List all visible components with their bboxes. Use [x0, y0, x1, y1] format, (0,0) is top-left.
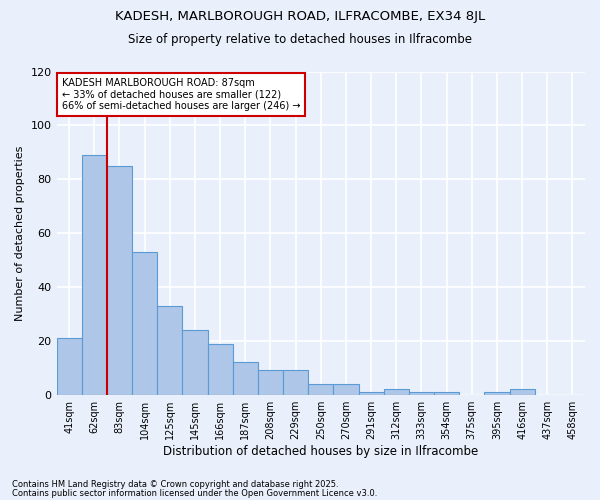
Bar — [283, 370, 308, 394]
Bar — [334, 384, 359, 394]
Bar — [383, 390, 409, 394]
Bar — [208, 344, 233, 394]
Text: KADESH, MARLBOROUGH ROAD, ILFRACOMBE, EX34 8JL: KADESH, MARLBOROUGH ROAD, ILFRACOMBE, EX… — [115, 10, 485, 23]
Text: Contains HM Land Registry data © Crown copyright and database right 2025.: Contains HM Land Registry data © Crown c… — [12, 480, 338, 489]
X-axis label: Distribution of detached houses by size in Ilfracombe: Distribution of detached houses by size … — [163, 444, 478, 458]
Bar — [82, 155, 107, 394]
Bar — [107, 166, 132, 394]
Bar — [484, 392, 509, 394]
Text: KADESH MARLBOROUGH ROAD: 87sqm
← 33% of detached houses are smaller (122)
66% of: KADESH MARLBOROUGH ROAD: 87sqm ← 33% of … — [62, 78, 301, 111]
Bar — [359, 392, 383, 394]
Bar — [308, 384, 334, 394]
Bar — [56, 338, 82, 394]
Bar — [233, 362, 258, 394]
Bar — [434, 392, 459, 394]
Bar — [157, 306, 182, 394]
Text: Contains public sector information licensed under the Open Government Licence v3: Contains public sector information licen… — [12, 488, 377, 498]
Text: Size of property relative to detached houses in Ilfracombe: Size of property relative to detached ho… — [128, 32, 472, 46]
Bar — [509, 390, 535, 394]
Bar — [258, 370, 283, 394]
Bar — [409, 392, 434, 394]
Y-axis label: Number of detached properties: Number of detached properties — [15, 146, 25, 321]
Bar — [132, 252, 157, 394]
Bar — [182, 330, 208, 394]
